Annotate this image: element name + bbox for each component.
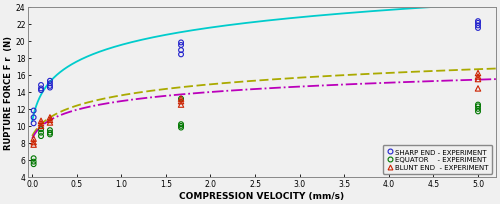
Point	[30, 109, 38, 113]
Point	[474, 25, 482, 28]
Point	[177, 98, 185, 101]
Point	[30, 157, 38, 160]
Point	[46, 85, 54, 88]
Point	[30, 137, 38, 141]
Point	[474, 103, 482, 107]
Point	[177, 42, 185, 45]
Point	[474, 20, 482, 24]
Point	[37, 120, 45, 123]
Point	[46, 129, 54, 132]
Point	[177, 53, 185, 57]
Point	[30, 143, 38, 146]
Point	[46, 116, 54, 119]
Point	[46, 86, 54, 90]
Point	[37, 122, 45, 125]
Point	[37, 131, 45, 135]
Point	[46, 80, 54, 83]
Point	[30, 141, 38, 144]
Point	[46, 119, 54, 122]
Point	[177, 123, 185, 126]
Point	[177, 103, 185, 107]
Point	[46, 133, 54, 136]
Point	[30, 163, 38, 166]
Point	[177, 44, 185, 47]
Point	[177, 98, 185, 101]
Point	[474, 22, 482, 25]
Point	[30, 122, 38, 125]
Point	[474, 110, 482, 113]
Point	[46, 121, 54, 124]
Point	[37, 84, 45, 87]
Point	[46, 82, 54, 85]
Point	[37, 125, 45, 128]
Point	[30, 160, 38, 163]
Point	[177, 100, 185, 103]
Point	[46, 131, 54, 135]
Point	[177, 125, 185, 128]
Point	[474, 27, 482, 30]
Point	[37, 87, 45, 91]
Point	[474, 108, 482, 111]
Legend: SHARP END - EXPERIMENT, EQUATOR    - EXPERIMENT, BLUNT END  - EXPERIMENT: SHARP END - EXPERIMENT, EQUATOR - EXPERI…	[383, 145, 492, 174]
Point	[474, 87, 482, 91]
Point	[37, 135, 45, 138]
Point	[474, 75, 482, 79]
Point	[30, 116, 38, 119]
Point	[177, 126, 185, 130]
Point	[177, 49, 185, 52]
Y-axis label: RUPTURE FORCE F r  (N): RUPTURE FORCE F r (N)	[4, 36, 13, 149]
Point	[474, 105, 482, 108]
X-axis label: COMPRESSION VELOCITY (mm/s): COMPRESSION VELOCITY (mm/s)	[179, 191, 344, 200]
Point	[474, 78, 482, 81]
Point	[474, 72, 482, 75]
Point	[37, 89, 45, 92]
Point	[37, 128, 45, 131]
